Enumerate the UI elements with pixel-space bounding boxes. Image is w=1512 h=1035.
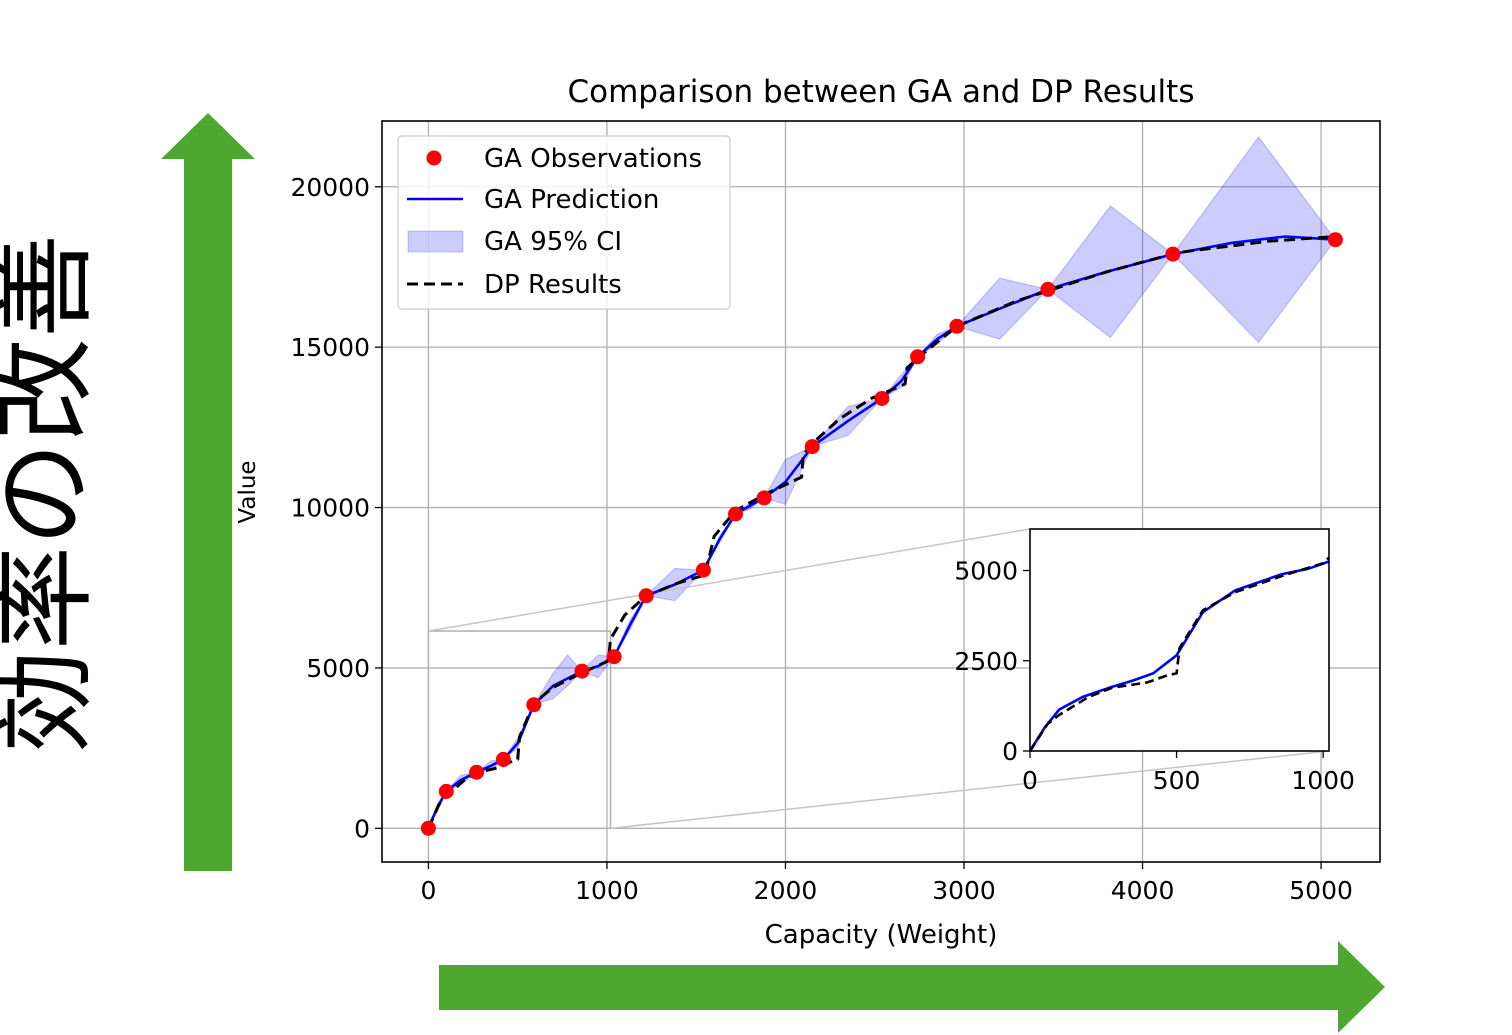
inset-y-tick-label: 5000 bbox=[954, 557, 1018, 586]
ga-observation-point bbox=[728, 506, 743, 522]
ga-observation-point bbox=[495, 751, 511, 767]
ga-observation-point bbox=[949, 318, 965, 334]
ga-observation-point bbox=[526, 697, 542, 713]
zoom-connector-top bbox=[428, 528, 1031, 632]
inset-x-tick-label: 0 bbox=[1022, 766, 1038, 795]
main-observations-group bbox=[420, 232, 1343, 836]
x-tick-label: 3000 bbox=[932, 876, 996, 905]
legend-observations-marker bbox=[426, 150, 442, 166]
ga-observation-point bbox=[438, 783, 454, 799]
legend-observations-label: GA Observations bbox=[484, 144, 702, 174]
x-tick-label: 2000 bbox=[754, 876, 818, 905]
ga-observation-point bbox=[606, 649, 622, 665]
inset-y-tick-label: 2500 bbox=[954, 647, 1018, 676]
legend-prediction-label: GA Prediction bbox=[484, 185, 659, 215]
ga-observation-point bbox=[1327, 232, 1343, 248]
y-tick-label: 10000 bbox=[290, 494, 370, 523]
inset-plot-area bbox=[1030, 529, 1329, 751]
ga-observation-point bbox=[804, 439, 820, 455]
y-tick-label: 15000 bbox=[290, 333, 370, 362]
legend-dp-label: DP Results bbox=[484, 270, 622, 300]
legend-ci-swatch bbox=[407, 230, 464, 253]
ga-observation-point bbox=[469, 764, 485, 780]
ga-observation-point bbox=[874, 391, 890, 406]
inset-lines-group bbox=[1028, 556, 1330, 752]
y-tick-label: 5000 bbox=[306, 654, 370, 683]
ga-observation-point bbox=[420, 820, 436, 836]
ga-observation-point bbox=[574, 663, 590, 679]
main-plot-frame bbox=[381, 120, 1381, 863]
ga-observation-point bbox=[695, 562, 711, 578]
legend: GA Observations GA Prediction GA 95% CI … bbox=[397, 135, 731, 310]
horizontal-green-arrow bbox=[439, 941, 1385, 1033]
x-tick-label: 4000 bbox=[1111, 876, 1175, 905]
legend-box bbox=[397, 135, 731, 310]
inset-dp-results-line bbox=[1028, 556, 1330, 752]
zoom-connector-group bbox=[427, 528, 1330, 830]
ga-observation-point bbox=[1040, 281, 1056, 297]
legend-ci-label: GA 95% CI bbox=[484, 227, 622, 257]
x-axis-label: Capacity (Weight) bbox=[765, 920, 998, 950]
ga-observation-point bbox=[756, 490, 772, 506]
inset-ticks-group: 0 500 1000 0 2500 5000 bbox=[954, 557, 1355, 795]
inset-x-tick-label: 1000 bbox=[1291, 766, 1355, 795]
main-ticks-group: 0 1000 2000 3000 4000 50000500010000150002000… bbox=[290, 173, 1352, 905]
x-tick-label: 1000 bbox=[575, 876, 639, 905]
zoom-connector-bottom bbox=[610, 750, 1330, 830]
zoom-box bbox=[427, 630, 612, 830]
x-tick-label: 0 bbox=[420, 876, 436, 905]
inset-plot-frame bbox=[1029, 528, 1330, 752]
ga-observation-point bbox=[910, 349, 926, 365]
ga-observation-point bbox=[1165, 246, 1181, 262]
chart-title: Comparison between GA and DP Results bbox=[568, 74, 1195, 110]
inset-x-tick-label: 500 bbox=[1153, 766, 1201, 795]
y-tick-label: 0 bbox=[354, 814, 370, 843]
y-axis-label: Value bbox=[235, 460, 261, 523]
ga-observation-point bbox=[638, 588, 654, 604]
inset-ga-prediction-line bbox=[1028, 560, 1330, 752]
y-tick-label: 20000 bbox=[290, 173, 370, 202]
inset-y-tick-label: 0 bbox=[1002, 737, 1018, 766]
x-tick-label: 5000 bbox=[1289, 876, 1353, 905]
vertical-green-arrow bbox=[161, 113, 255, 871]
